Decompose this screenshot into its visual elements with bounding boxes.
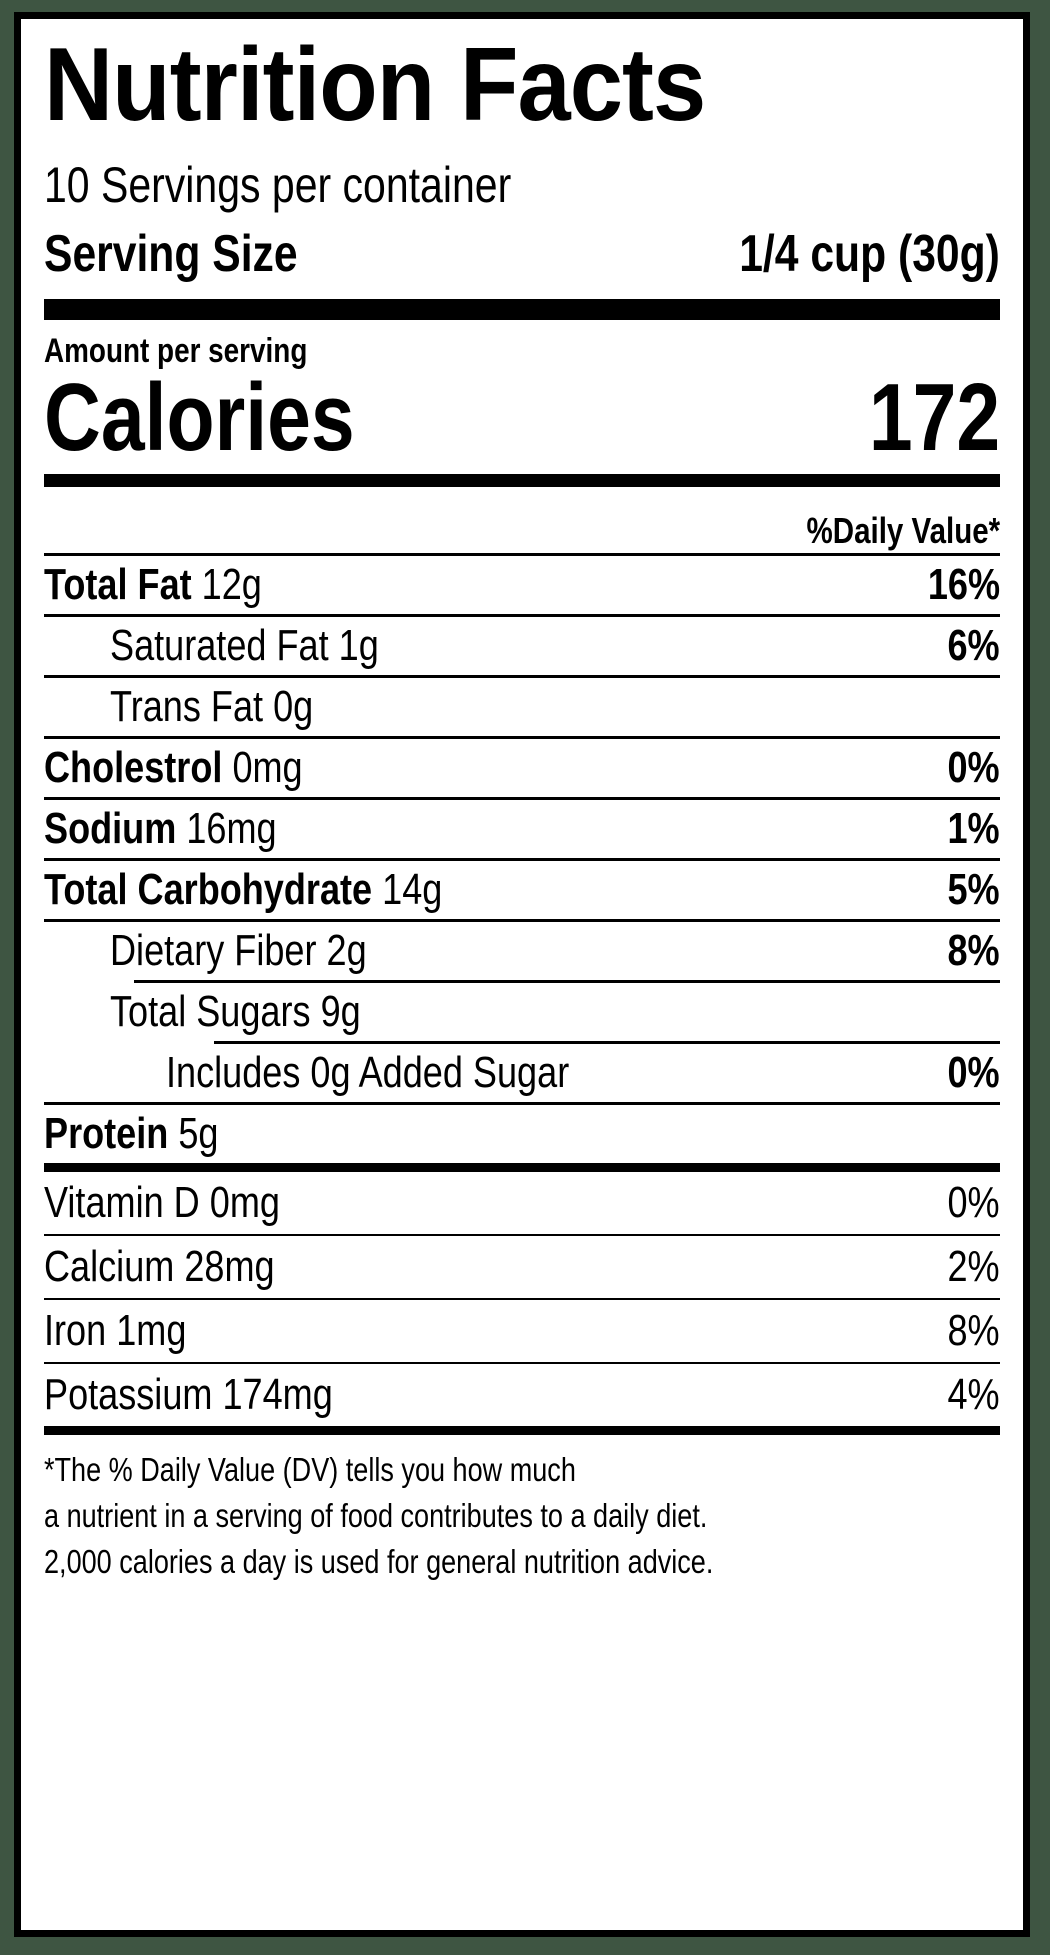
calories-value: 172: [868, 364, 1000, 471]
row-divider: [44, 919, 1000, 922]
nutrient-daily-value: 5%: [947, 865, 1000, 914]
nutrient-row: Total Carbohydrate 14g 5%: [44, 861, 1000, 919]
nutrient-row: Includes 0g Added Sugar 0%: [44, 1044, 1000, 1102]
nutrient-label: Total Carbohydrate 14g: [44, 865, 443, 914]
micronutrient-row: Potassium 174mg 4%: [44, 1364, 1000, 1426]
micronutrient-divider: [44, 1234, 1000, 1236]
divider-thick-top: [44, 299, 1000, 320]
micronutrient-row: Calcium 28mg 2%: [44, 1236, 1000, 1298]
nutrient-row: Saturated Fat 1g 6%: [44, 617, 1000, 675]
micronutrient-daily-value: 8%: [947, 1306, 1000, 1355]
row-divider: [44, 614, 1000, 617]
nutrient-row: Protein 5g: [44, 1105, 1000, 1163]
nutrient-daily-value: 6%: [947, 621, 1000, 670]
daily-value-header: %Daily Value*: [44, 509, 1000, 553]
row-divider: [44, 858, 1000, 861]
page-title: Nutrition Facts: [44, 29, 1000, 141]
nutrient-row: Sodium 16mg 1%: [44, 800, 1000, 858]
row-divider: [44, 1102, 1000, 1105]
nutrient-label: Includes 0g Added Sugar: [166, 1048, 570, 1097]
micronutrient-daily-value: 2%: [947, 1242, 1000, 1291]
micronutrient-label: Vitamin D 0mg: [44, 1178, 280, 1227]
micronutrient-daily-value: 0%: [947, 1178, 1000, 1227]
footnote-line: a nutrient in a serving of food contribu…: [44, 1497, 708, 1534]
row-divider: [44, 675, 1000, 678]
micronutrient-list: Vitamin D 0mg 0% Calcium 28mg 2% Iron 1mg 8% P…: [44, 1172, 1000, 1426]
page-title-text: Nutrition Facts: [44, 29, 706, 141]
micronutrient-divider: [44, 1298, 1000, 1300]
nutrient-list: Total Fat 12g 16% Saturated Fat 1g 6% Trans …: [44, 553, 1000, 1163]
footnote-line: *The % Daily Value (DV) tells you how mu…: [44, 1451, 576, 1488]
row-divider: [44, 736, 1000, 739]
nutrient-label: Cholestrol 0mg: [44, 743, 303, 792]
footnote-line: 2,000 calories a day is used for general…: [44, 1543, 714, 1580]
nutrient-label: Sodium 16mg: [44, 804, 277, 853]
nutrient-label: Dietary Fiber 2g: [110, 926, 367, 975]
nutrition-facts-label: Nutrition Facts 10 Servings per containe…: [14, 12, 1030, 1937]
serving-size-value: 1/4 cup (30g): [739, 225, 1000, 283]
nutrient-row: Dietary Fiber 2g 8%: [44, 922, 1000, 980]
nutrient-daily-value: 16%: [927, 560, 1000, 609]
divider-thick-calories: [44, 474, 1000, 487]
serving-size-row: Serving Size 1/4 cup (30g): [44, 223, 1000, 285]
micronutrient-label: Iron 1mg: [44, 1306, 187, 1355]
nutrient-label: Protein 5g: [44, 1109, 219, 1158]
row-divider: [44, 553, 1000, 556]
row-divider: [214, 1041, 1000, 1044]
divider-thick-footnote: [44, 1426, 1000, 1435]
row-divider: [44, 797, 1000, 800]
servings-per-container-text: 10 Servings per container: [44, 157, 512, 213]
label-content: Nutrition Facts 10 Servings per containe…: [44, 23, 1000, 1585]
nutrient-label: Saturated Fat 1g: [110, 621, 379, 670]
nutrient-daily-value: 8%: [947, 926, 1000, 975]
micronutrient-label: Calcium 28mg: [44, 1242, 275, 1291]
serving-size-label: Serving Size: [44, 225, 298, 283]
nutrient-row: Cholestrol 0mg 0%: [44, 739, 1000, 797]
nutrient-label: Trans Fat 0g: [110, 682, 314, 731]
nutrient-daily-value: 0%: [947, 1048, 1000, 1097]
row-divider: [134, 980, 1000, 983]
micronutrient-row: Vitamin D 0mg 0%: [44, 1172, 1000, 1234]
divider-thick-micronutrients: [44, 1163, 1000, 1172]
nutrient-row: Total Sugars 9g: [44, 983, 1000, 1041]
amount-per-serving-label: Amount per serving: [44, 330, 1000, 372]
nutrient-row: Total Fat 12g 16%: [44, 556, 1000, 614]
micronutrient-label: Potassium 174mg: [44, 1370, 333, 1419]
daily-value-header-text: %Daily Value*: [806, 510, 1000, 551]
amount-per-serving-text: Amount per serving: [44, 332, 308, 370]
nutrient-daily-value: 0%: [947, 743, 1000, 792]
micronutrient-row: Iron 1mg 8%: [44, 1300, 1000, 1362]
micronutrient-daily-value: 4%: [947, 1370, 1000, 1419]
nutrient-daily-value: 1%: [947, 804, 1000, 853]
calories-row: Calories 172: [44, 368, 1000, 468]
nutrient-row: Trans Fat 0g: [44, 678, 1000, 736]
nutrient-label: Total Fat 12g: [44, 560, 262, 609]
micronutrient-divider: [44, 1362, 1000, 1364]
nutrient-label: Total Sugars 9g: [110, 987, 361, 1036]
calories-label: Calories: [44, 364, 355, 471]
footnote: *The % Daily Value (DV) tells you how mu…: [44, 1447, 1000, 1585]
servings-per-container: 10 Servings per container: [44, 155, 1000, 215]
